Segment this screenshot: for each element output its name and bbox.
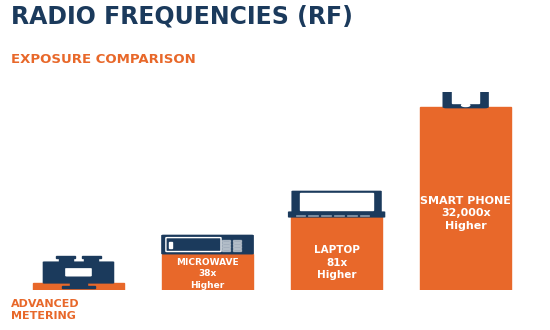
Bar: [453, 81, 479, 103]
Text: Source: esource.com: Source: esource.com: [451, 314, 539, 323]
Bar: [233, 240, 241, 242]
Bar: [84, 257, 98, 262]
Bar: [70, 283, 87, 286]
Bar: [56, 256, 75, 258]
FancyBboxPatch shape: [443, 77, 489, 108]
Text: SMART PHONE
32,000x
Higher: SMART PHONE 32,000x Higher: [420, 196, 511, 231]
FancyBboxPatch shape: [65, 268, 91, 276]
FancyBboxPatch shape: [161, 235, 254, 254]
Bar: [58, 257, 73, 262]
Bar: [222, 249, 230, 251]
FancyBboxPatch shape: [288, 212, 386, 217]
Bar: [233, 246, 241, 248]
Bar: [300, 193, 373, 210]
Bar: [233, 243, 241, 245]
FancyBboxPatch shape: [292, 191, 382, 213]
Bar: [222, 243, 230, 245]
Bar: [169, 242, 172, 248]
Bar: [62, 286, 95, 288]
Text: RADIO FREQUENCIES (RF): RADIO FREQUENCIES (RF): [11, 4, 353, 28]
Bar: [233, 249, 241, 251]
Text: ADVANCED
METERING: ADVANCED METERING: [11, 299, 80, 321]
Bar: [162, 254, 253, 290]
Circle shape: [461, 104, 470, 107]
FancyBboxPatch shape: [166, 238, 221, 251]
Bar: [291, 217, 382, 290]
Bar: [222, 246, 230, 248]
Bar: [420, 107, 511, 290]
Bar: [222, 240, 230, 242]
Text: MICROWAVE
38x
Higher: MICROWAVE 38x Higher: [176, 258, 239, 290]
Bar: [459, 81, 472, 82]
FancyBboxPatch shape: [43, 261, 114, 283]
Bar: [82, 256, 101, 258]
Bar: [33, 283, 124, 290]
Text: LAPTOP
81x
Higher: LAPTOP 81x Higher: [314, 245, 360, 280]
Text: EXPOSURE COMPARISON: EXPOSURE COMPARISON: [11, 53, 196, 66]
